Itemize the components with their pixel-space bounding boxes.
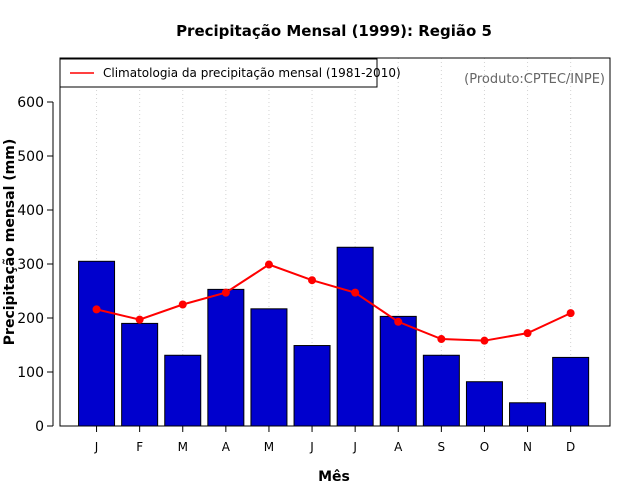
climatology-point-2 <box>178 300 187 309</box>
bars <box>78 246 590 427</box>
climatology-line <box>96 263 572 342</box>
climatology-point-8 <box>437 335 446 344</box>
y-axis: 0 100 200 300 400 500 600 <box>17 95 54 435</box>
bar-9 <box>465 381 503 427</box>
plot-frame <box>59 57 611 427</box>
bar-3 <box>207 288 245 427</box>
x-tick-label: M <box>264 440 274 454</box>
y-tick-label: 0 <box>35 419 44 435</box>
bar-2 <box>164 354 202 427</box>
x-tick-label: O <box>480 440 489 454</box>
climatology-point-7 <box>394 317 403 326</box>
y-axis-label: Precipitação mensal (mm) <box>2 139 18 345</box>
x-tick-label: M <box>178 440 188 454</box>
x-axis-label: Mês <box>318 469 350 485</box>
bar-10 <box>509 402 547 427</box>
climatology-point-0 <box>92 305 101 314</box>
bar-5 <box>293 345 331 427</box>
bar-8 <box>422 354 460 427</box>
chart-title: Precipitação Mensal (1999): Região 5 <box>176 22 492 40</box>
bar-4 <box>250 308 288 427</box>
x-tick-label: J <box>309 440 314 454</box>
y-tick-label: 400 <box>17 203 44 219</box>
climatology-point-5 <box>308 276 317 285</box>
legend-box <box>59 58 378 88</box>
bar-0 <box>78 260 116 427</box>
x-tick-label: F <box>136 440 143 454</box>
y-tick-label: 300 <box>17 257 44 273</box>
climatology-point-9 <box>480 336 489 345</box>
legend: Climatologia da precipitação mensal (198… <box>59 58 401 88</box>
climatology-point-6 <box>351 288 360 297</box>
bar-11 <box>552 356 590 427</box>
climatology-point-11 <box>566 309 575 318</box>
legend-entry-climatology: Climatologia da precipitação mensal (198… <box>103 66 401 80</box>
source-annotation: (Produto:CPTEC/INPE) <box>464 72 605 87</box>
x-tick-label: A <box>222 440 231 454</box>
grid-lines <box>96 58 572 426</box>
bar-7 <box>379 315 417 427</box>
y-tick-label: 500 <box>17 149 44 165</box>
bar-1 <box>121 322 159 427</box>
y-tick-label: 200 <box>17 311 44 327</box>
climatology-point-10 <box>523 329 532 338</box>
x-tick-label: A <box>394 440 403 454</box>
x-tick-label: J <box>94 440 99 454</box>
climatology-point-1 <box>135 315 144 324</box>
x-tick-label: N <box>523 440 532 454</box>
climatology-point-3 <box>221 288 230 297</box>
climatology-line-series <box>92 260 575 345</box>
bar-6 <box>336 246 374 427</box>
climatology-point-4 <box>264 260 273 269</box>
y-tick-label: 600 <box>17 95 44 111</box>
x-tick-label: S <box>438 440 446 454</box>
x-tick-label: J <box>352 440 357 454</box>
x-tick-label: D <box>566 440 575 454</box>
y-tick-label: 100 <box>17 365 44 381</box>
